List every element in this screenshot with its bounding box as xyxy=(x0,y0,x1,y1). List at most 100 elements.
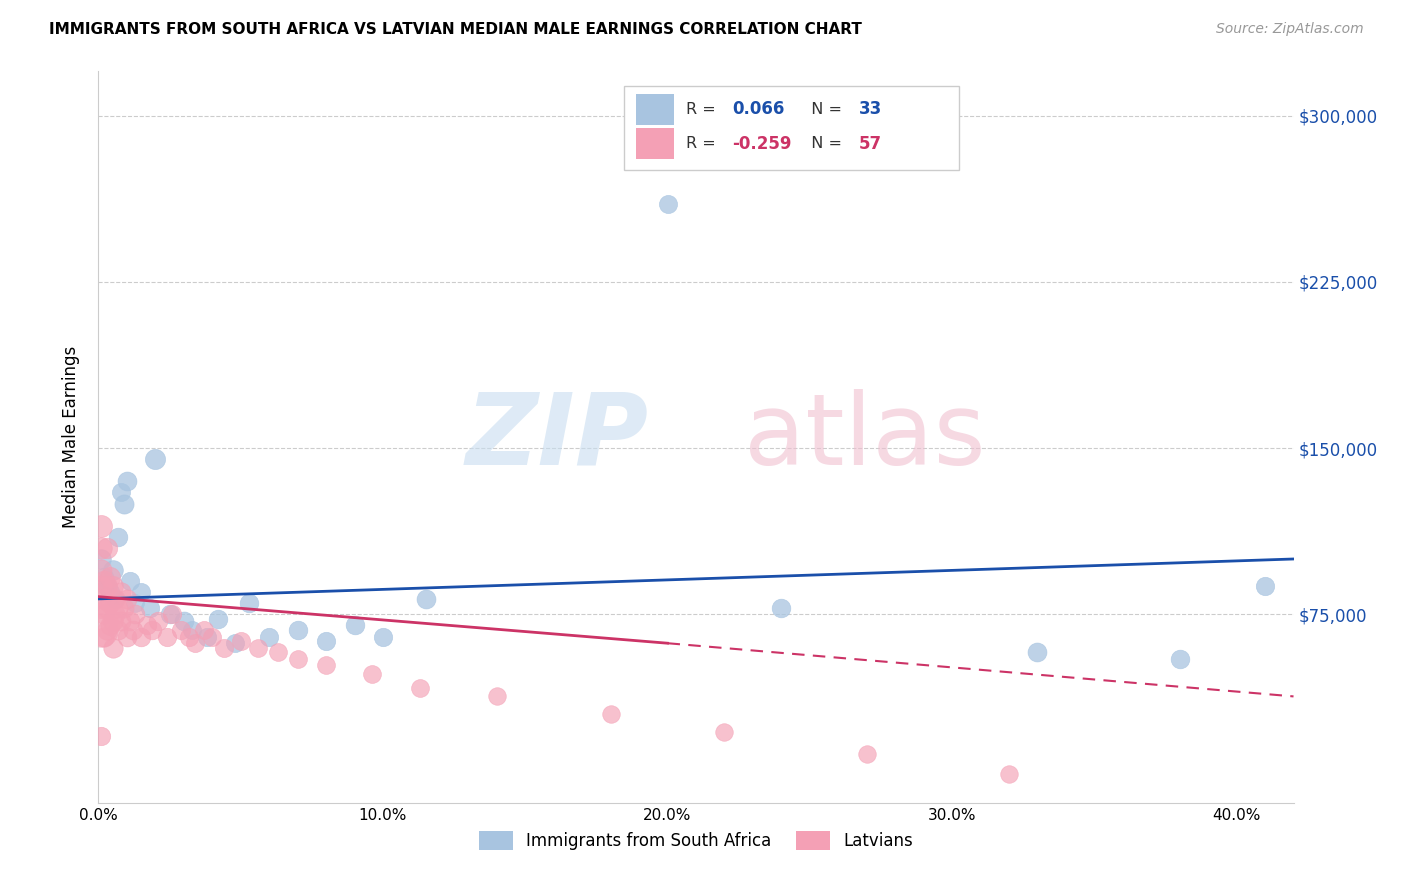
Point xyxy=(101,614,124,628)
Point xyxy=(193,623,215,637)
Point xyxy=(195,630,218,644)
Point xyxy=(110,614,132,628)
Point xyxy=(107,600,129,615)
Point xyxy=(112,497,135,511)
Point xyxy=(98,618,121,632)
Point xyxy=(96,578,118,592)
Point xyxy=(173,614,195,628)
Point xyxy=(115,630,138,644)
Text: R =: R = xyxy=(686,136,721,152)
Point xyxy=(90,552,112,566)
Point xyxy=(115,475,138,489)
Point xyxy=(998,767,1021,781)
Point xyxy=(96,541,118,555)
Text: 57: 57 xyxy=(859,135,882,153)
Point xyxy=(124,607,146,622)
Point xyxy=(409,681,432,695)
Point xyxy=(96,623,118,637)
Point xyxy=(93,574,115,589)
Point xyxy=(360,667,382,681)
Point xyxy=(98,570,121,584)
Point xyxy=(121,623,143,637)
Point xyxy=(181,623,204,637)
Point xyxy=(657,197,679,211)
Point xyxy=(184,636,207,650)
Point xyxy=(129,630,152,644)
Point xyxy=(90,541,112,555)
Text: ZIP: ZIP xyxy=(465,389,648,485)
Text: Source: ZipAtlas.com: Source: ZipAtlas.com xyxy=(1216,22,1364,37)
FancyBboxPatch shape xyxy=(637,128,675,159)
Point xyxy=(90,623,112,637)
Point xyxy=(90,518,112,533)
Point xyxy=(138,600,160,615)
Point xyxy=(207,612,229,626)
Point xyxy=(93,607,115,622)
Point xyxy=(96,600,118,615)
Point xyxy=(124,596,146,610)
Point xyxy=(90,578,112,592)
Point xyxy=(315,658,337,673)
Text: N =: N = xyxy=(801,102,848,117)
Point xyxy=(162,607,184,622)
Text: -0.259: -0.259 xyxy=(733,135,792,153)
Text: atlas: atlas xyxy=(744,389,986,485)
Point xyxy=(212,640,235,655)
Point xyxy=(170,623,193,637)
Point xyxy=(156,630,179,644)
Point xyxy=(118,574,141,589)
Text: IMMIGRANTS FROM SOUTH AFRICA VS LATVIAN MEDIAN MALE EARNINGS CORRELATION CHART: IMMIGRANTS FROM SOUTH AFRICA VS LATVIAN … xyxy=(49,22,862,37)
Point xyxy=(599,707,621,722)
Point xyxy=(238,596,260,610)
Point xyxy=(101,563,124,577)
Text: R =: R = xyxy=(686,102,721,117)
Point xyxy=(371,630,394,644)
Point xyxy=(267,645,290,659)
Point xyxy=(246,640,269,655)
Point xyxy=(257,630,280,644)
Point xyxy=(107,530,129,544)
Point xyxy=(104,591,127,606)
Point xyxy=(135,618,157,632)
Point xyxy=(141,623,163,637)
Point xyxy=(90,563,112,577)
Point xyxy=(115,591,138,606)
Point xyxy=(201,630,224,644)
Point xyxy=(143,452,166,467)
Point xyxy=(224,636,246,650)
Point xyxy=(93,630,115,644)
Point xyxy=(148,614,170,628)
Point xyxy=(107,623,129,637)
Point xyxy=(770,600,793,615)
Point xyxy=(159,607,181,622)
Point xyxy=(98,596,121,610)
Point xyxy=(855,747,877,761)
Point xyxy=(713,724,735,739)
Point xyxy=(229,634,252,648)
Point xyxy=(90,600,112,615)
Point xyxy=(485,690,508,704)
Point xyxy=(287,651,309,665)
Point xyxy=(104,591,127,606)
Point xyxy=(1168,651,1191,665)
Text: 33: 33 xyxy=(859,101,882,119)
Point xyxy=(112,600,135,615)
Point xyxy=(101,578,124,592)
Point xyxy=(118,614,141,628)
Point xyxy=(1026,645,1049,659)
Text: N =: N = xyxy=(801,136,848,152)
Point xyxy=(90,729,112,743)
Point xyxy=(1254,578,1277,592)
Point xyxy=(179,630,201,644)
FancyBboxPatch shape xyxy=(624,86,959,170)
Point xyxy=(98,585,121,599)
FancyBboxPatch shape xyxy=(637,94,675,125)
Point xyxy=(101,640,124,655)
Point xyxy=(104,607,127,622)
Point xyxy=(315,634,337,648)
Point xyxy=(415,591,437,606)
Point xyxy=(129,585,152,599)
Text: 0.066: 0.066 xyxy=(733,101,785,119)
Point xyxy=(93,570,115,584)
Point xyxy=(93,591,115,606)
